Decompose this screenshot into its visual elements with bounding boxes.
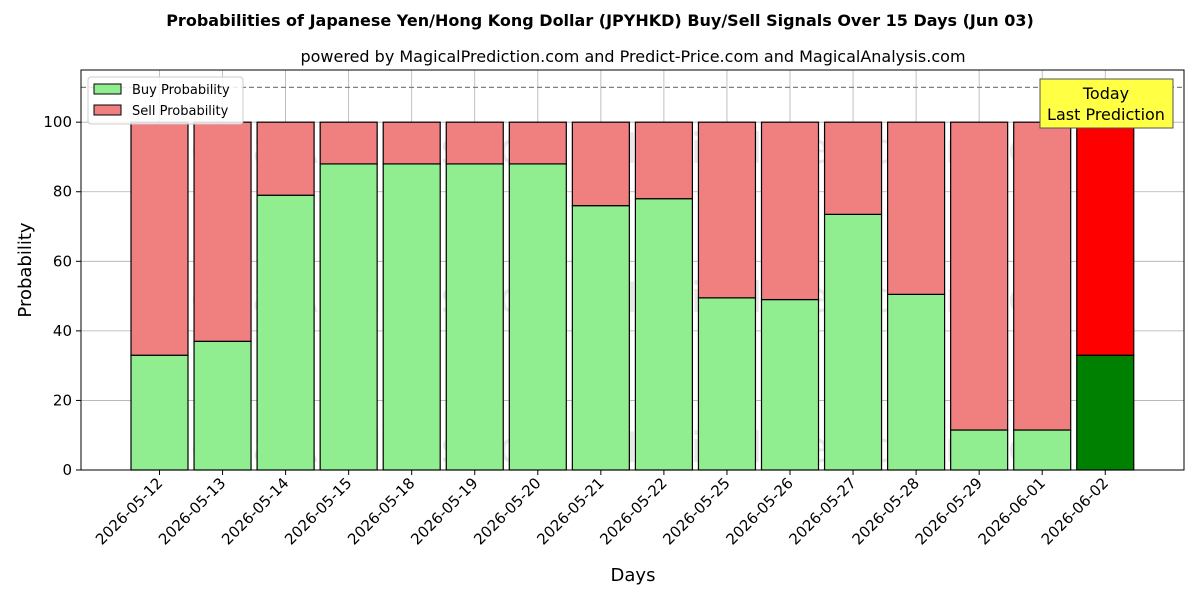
legend-swatch — [93, 83, 122, 95]
buy-bar — [1013, 429, 1072, 471]
sell-bar — [256, 121, 315, 196]
y-axis-label: Probability — [15, 222, 36, 317]
buy-bar — [823, 213, 883, 471]
buy-bar — [760, 298, 820, 471]
sell-bar — [823, 121, 883, 215]
x-tick-label: 2026-05-18 — [344, 474, 418, 548]
y-tick-label: 100 — [43, 113, 72, 131]
x-tick-label: 2026-05-12 — [92, 474, 166, 548]
today-box-bg — [1039, 78, 1174, 129]
x-tick-label: 2026-05-26 — [722, 474, 796, 548]
buy-bar — [886, 293, 946, 471]
buy-bar — [1076, 354, 1135, 471]
y-tick-label: 60 — [53, 252, 72, 270]
sell-bar — [130, 121, 189, 356]
sell-bar — [697, 121, 757, 299]
sell-bar — [508, 121, 567, 165]
x-tick-label: 2026-06-01 — [975, 474, 1049, 548]
last-prediction-label: Last Prediction — [1047, 105, 1165, 124]
sell-bar — [193, 121, 252, 342]
sell-bar — [634, 121, 694, 200]
sell-bar — [319, 121, 378, 165]
buy-bar — [256, 194, 315, 471]
y-tick-label: 0 — [62, 461, 72, 479]
x-tick-label: 2026-05-19 — [407, 474, 481, 548]
buy-bar — [571, 205, 630, 471]
x-axis-label: Days — [611, 565, 656, 586]
x-tick-label: 2026-05-25 — [659, 474, 733, 548]
chart-subtitle: powered by MagicalPrediction.com and Pre… — [300, 47, 965, 66]
y-tick-label: 80 — [53, 183, 72, 201]
chart-title: Probabilities of Japanese Yen/Hong Kong … — [166, 11, 1034, 30]
x-axis-ticks: 2026-05-122026-05-132026-05-142026-05-15… — [92, 470, 1112, 548]
buy-bar — [130, 354, 189, 471]
legend: Buy Probability Sell Probability — [87, 76, 244, 125]
sell-bar — [1013, 121, 1072, 431]
y-axis-ticks: 0 20 40 60 80 100 — [43, 113, 81, 479]
y-tick-label: 20 — [53, 391, 72, 409]
buy-bar — [508, 163, 567, 471]
sell-bar — [382, 121, 441, 165]
buy-bar — [193, 340, 252, 471]
bars-layer — [130, 121, 1135, 471]
today-annotation: Today Last Prediction — [1039, 78, 1174, 129]
legend-box — [87, 76, 244, 125]
legend-label: Buy Probability — [132, 83, 230, 98]
plot-frame — [80, 69, 1185, 471]
sell-bar — [571, 121, 630, 207]
legend-swatch — [93, 104, 122, 116]
buy-bar — [697, 297, 757, 471]
sell-bar — [760, 121, 820, 301]
sell-bar — [445, 121, 504, 165]
buy-bar — [634, 198, 694, 471]
y-tick-label: 40 — [53, 322, 72, 340]
legend-label: Sell Probability — [132, 104, 229, 119]
x-tick-label: 2026-06-02 — [1038, 474, 1112, 548]
sell-bar — [1076, 121, 1135, 356]
sell-bar — [886, 121, 946, 295]
buy-bar — [382, 163, 441, 471]
buy-bar — [445, 163, 504, 471]
sell-bar — [950, 121, 1009, 431]
buy-bar — [950, 429, 1009, 471]
buy-bar — [319, 163, 378, 471]
today-label: Today — [1082, 84, 1129, 103]
